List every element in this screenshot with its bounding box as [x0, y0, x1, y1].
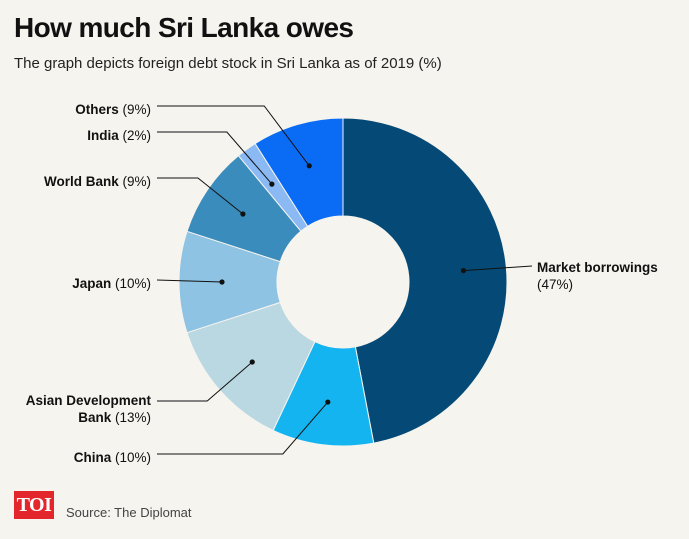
leader-line-china — [157, 401, 329, 455]
leader-line-asian-development-bank — [157, 361, 253, 402]
leader-line-japan — [156, 279, 223, 283]
slice-asian-development-bank — [186, 301, 316, 432]
slice-label-india: India (2%) — [87, 128, 151, 143]
slice-label-market-borrowings-line-1: Market borrowings — [537, 260, 658, 275]
label-leader-lines — [156, 105, 533, 455]
leader-line-others — [157, 105, 310, 167]
chart-title: How much Sri Lanka owes — [14, 12, 354, 43]
slice-label-market-borrowings-line-2: (47%) — [537, 277, 573, 292]
leader-line-india — [157, 131, 273, 185]
slice-others — [254, 117, 344, 227]
slice-label-china: China (10%) — [74, 450, 151, 465]
chart-subtitle: The graph depicts foreign debt stock in … — [14, 55, 442, 72]
toi-logo: TOI — [14, 491, 54, 519]
slice-label-others: Others (9%) — [75, 102, 151, 117]
slice-label-world-bank: World Bank (9%) — [44, 174, 151, 189]
slice-labels: Market borrowings (47%) China (10%) Asian D… — [26, 102, 658, 465]
source-note: Source: The Diplomat — [66, 505, 192, 520]
slice-label-asian-development-bank-line-1: Asian Development — [26, 393, 152, 408]
donut-slices — [178, 117, 508, 447]
leader-line-market-borrowings — [463, 265, 533, 272]
slice-market-borrowings — [342, 117, 508, 444]
leader-line-world-bank — [157, 177, 244, 215]
slice-label-asian-development-bank-line-2: Bank (13%) — [78, 410, 151, 425]
slice-label-japan: Japan (10%) — [72, 276, 151, 291]
